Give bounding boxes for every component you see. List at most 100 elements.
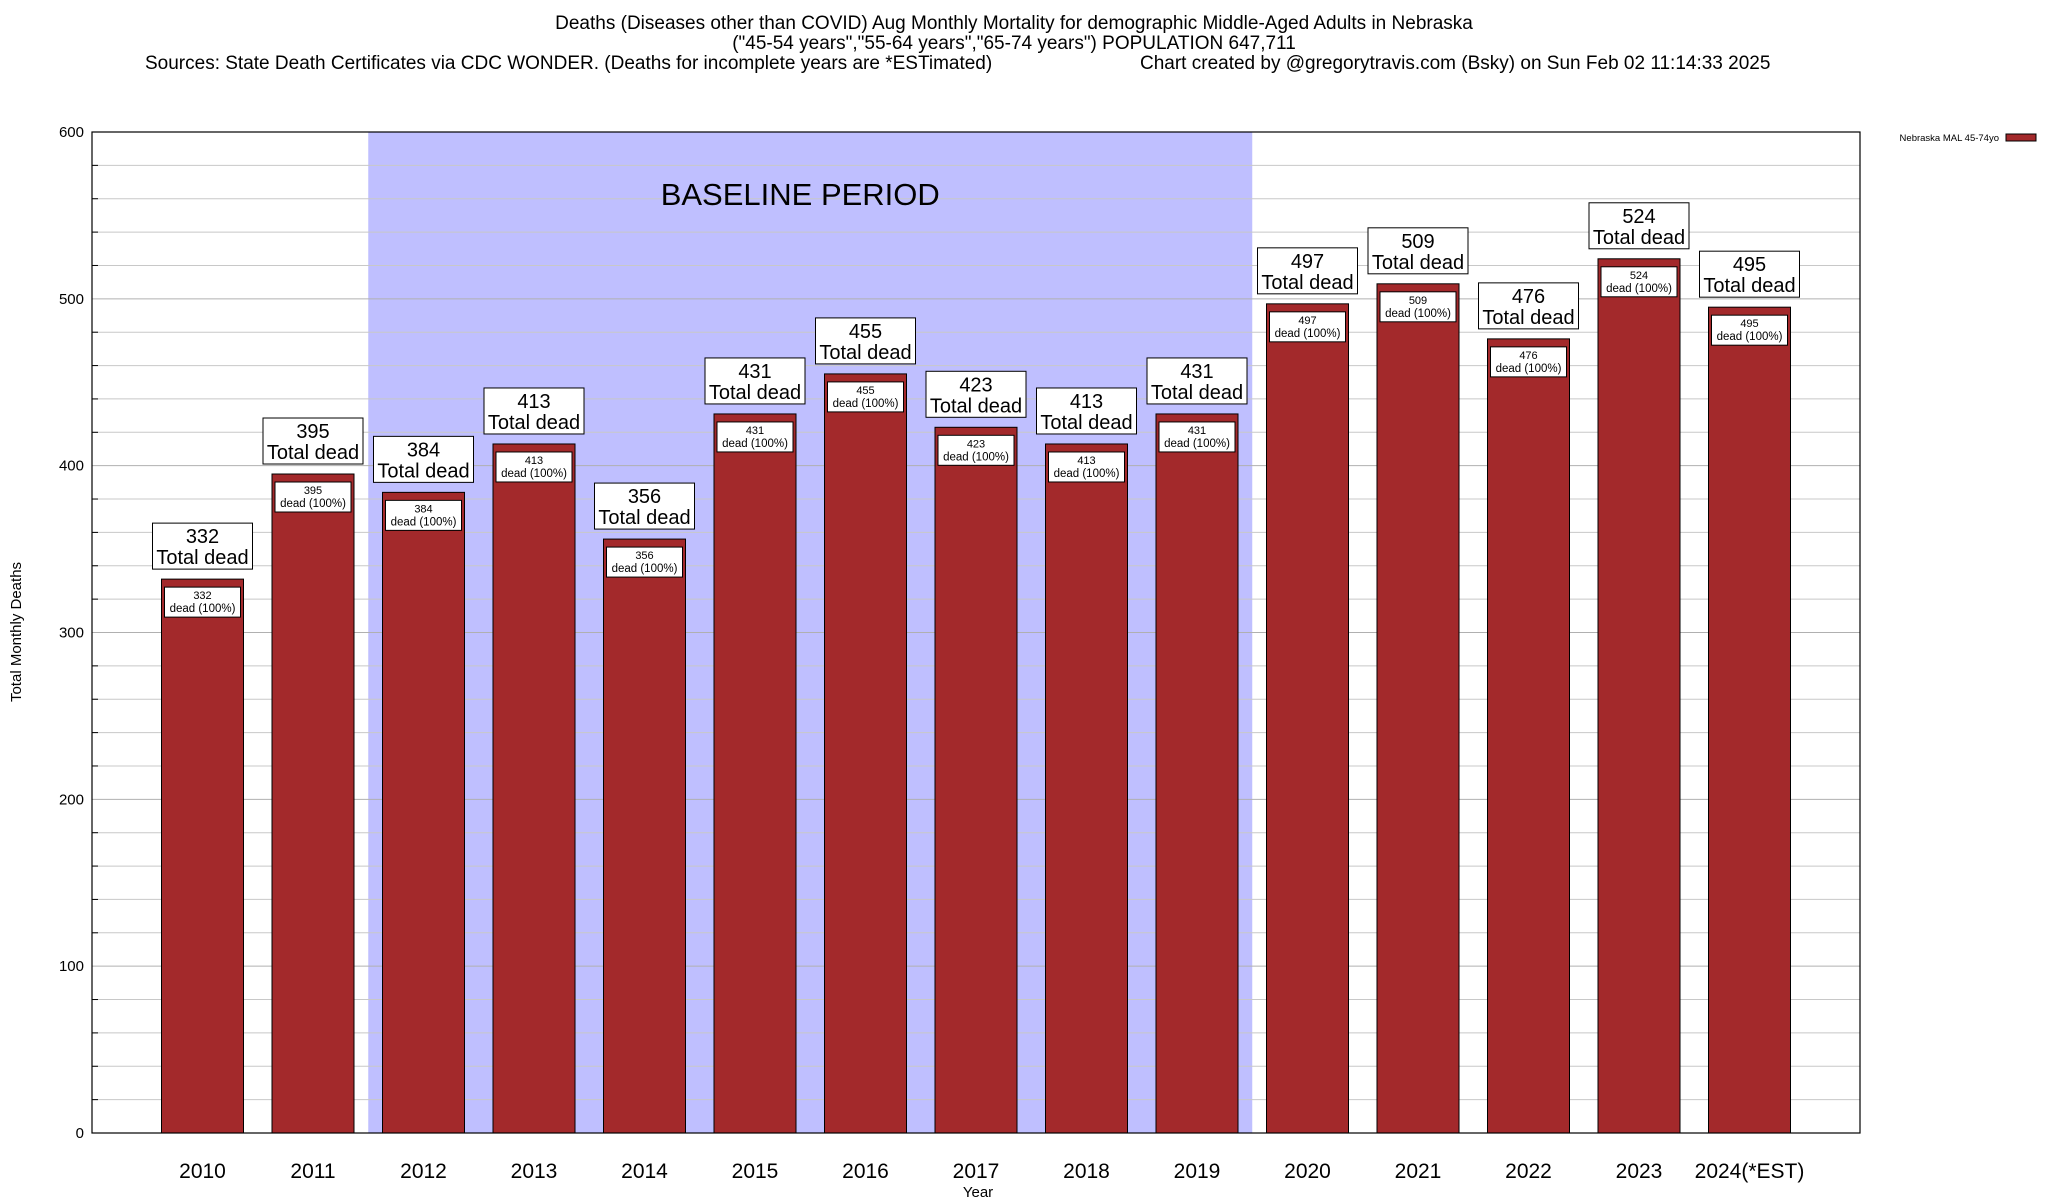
- plot-frame: [91, 131, 1861, 1134]
- bar-total-value-label: 431: [1180, 361, 1213, 383]
- bar-total-text-label: Total dead: [1703, 275, 1795, 297]
- y-tick-label: 500: [59, 291, 84, 308]
- bar: [492, 443, 576, 1134]
- bar-total-value-label: 356: [628, 486, 661, 508]
- x-tick-label: 2015: [732, 1160, 779, 1183]
- bar-total-label-box: [1036, 387, 1137, 435]
- y-tick-label: 400: [59, 458, 84, 475]
- bar-total-label-box: [1588, 202, 1690, 250]
- bar-total-value-label: 431: [738, 361, 771, 383]
- bar-total-text-label: Total dead: [1482, 307, 1574, 329]
- bar-total-text-label: Total dead: [1372, 252, 1464, 274]
- bar-inner-label-box: [164, 586, 241, 618]
- bar-inner-label-box: [1711, 314, 1788, 346]
- chart-sources: Sources: State Death Certificates via CD…: [145, 53, 993, 74]
- x-tick-label: 2020: [1284, 1160, 1331, 1183]
- bar-inner-value-label: 395: [304, 485, 322, 497]
- bar-total-text-label: Total dead: [709, 382, 801, 404]
- bar-inner-value-label: 332: [193, 590, 211, 602]
- x-tick-label: 2014: [621, 1160, 668, 1183]
- bar-total-text-label: Total dead: [156, 547, 248, 569]
- bar-inner-label-box: [1600, 266, 1678, 298]
- bar-total-label-box: [704, 357, 806, 405]
- x-tick-label: 2013: [511, 1160, 558, 1183]
- bar-inner-percent-label: dead (100%): [1496, 363, 1562, 375]
- bar-total-text-label: Total dead: [267, 442, 359, 464]
- chart-credit: Chart created by @gregorytravis.com (Bsk…: [1140, 53, 1771, 74]
- bar-total-label-box: [373, 435, 474, 483]
- bar-total-value-label: 497: [1291, 251, 1324, 273]
- bar-inner-value-label: 431: [1188, 425, 1206, 437]
- bar-total-value-label: 413: [1070, 391, 1103, 413]
- bar-total-label-box: [262, 417, 364, 465]
- bar-total-value-label: 476: [1512, 286, 1545, 308]
- bar-inner-label-box: [1269, 311, 1346, 343]
- bar-inner-percent-label: dead (100%): [1164, 438, 1230, 450]
- x-tick-label: 2011: [290, 1160, 335, 1183]
- bar-inner-percent-label: dead (100%): [1606, 283, 1672, 295]
- bar-total-text-label: Total dead: [1261, 272, 1353, 294]
- bar-total-label-box: [1257, 247, 1358, 295]
- bar-inner-label-box: [1048, 451, 1125, 483]
- x-tick-label: 2024(*EST): [1695, 1160, 1805, 1183]
- bar: [1487, 338, 1570, 1134]
- bar-total-label-box: [1699, 250, 1800, 298]
- bar-inner-value-label: 413: [525, 455, 543, 467]
- bar-inner-value-label: 413: [1077, 455, 1095, 467]
- bar-total-value-label: 384: [407, 439, 440, 461]
- bar: [271, 473, 355, 1134]
- bar-inner-label-box: [606, 546, 683, 578]
- bar-total-label-box: [152, 522, 253, 570]
- x-tick-label: 2016: [842, 1160, 889, 1183]
- bar-inner-percent-label: dead (100%): [612, 563, 678, 575]
- bar-inner-percent-label: dead (100%): [280, 498, 346, 510]
- bar-total-value-label: 395: [296, 421, 329, 443]
- x-tick-label: 2010: [179, 1160, 226, 1183]
- y-tick-label: 0: [76, 1125, 84, 1142]
- y-tick-label: 100: [59, 958, 84, 975]
- bar-inner-percent-label: dead (100%): [1054, 468, 1120, 480]
- bar-inner-value-label: 356: [635, 550, 653, 562]
- bar-inner-value-label: 497: [1298, 315, 1316, 327]
- bar-inner-value-label: 476: [1519, 350, 1537, 362]
- bar-inner-percent-label: dead (100%): [170, 603, 236, 615]
- bar-inner-label-box: [1379, 291, 1457, 323]
- bar-total-text-label: Total dead: [488, 412, 580, 434]
- x-tick-label: 2023: [1616, 1160, 1663, 1183]
- bar-total-value-label: 509: [1401, 231, 1434, 253]
- y-tick-label: 300: [59, 625, 84, 642]
- bar-total-value-label: 495: [1733, 254, 1766, 276]
- bar-total-label-box: [1367, 227, 1469, 275]
- bar-inner-label-box: [1490, 346, 1567, 378]
- bar: [934, 426, 1018, 1134]
- x-tick-label: 2019: [1174, 1160, 1221, 1183]
- bar-inner-value-label: 423: [967, 438, 985, 450]
- bar-total-label-box: [594, 482, 695, 530]
- bar: [1266, 303, 1349, 1134]
- bar-inner-percent-label: dead (100%): [943, 451, 1009, 463]
- bar-total-text-label: Total dead: [1040, 412, 1132, 434]
- bar: [382, 491, 465, 1134]
- bar: [1708, 306, 1791, 1134]
- bar-inner-value-label: 524: [1630, 270, 1648, 282]
- bar-total-text-label: Total dead: [930, 395, 1022, 417]
- bar-total-value-label: 423: [959, 374, 992, 396]
- bar: [824, 373, 907, 1134]
- bar-total-text-label: Total dead: [1593, 227, 1685, 249]
- bar-total-text-label: Total dead: [377, 460, 469, 482]
- bar-total-label-box: [925, 370, 1027, 418]
- bar-total-text-label: Total dead: [1151, 382, 1243, 404]
- bar-inner-label-box: [827, 381, 904, 413]
- bar: [1045, 443, 1128, 1134]
- bar-inner-percent-label: dead (100%): [501, 468, 567, 480]
- bar-total-text-label: Total dead: [819, 342, 911, 364]
- y-axis-label: Total Monthly Deaths: [8, 562, 25, 702]
- bar-inner-value-label: 431: [746, 425, 764, 437]
- x-tick-label: 2017: [953, 1160, 1000, 1183]
- bar-inner-label-box: [1158, 421, 1236, 453]
- bar-inner-label-box: [385, 499, 462, 531]
- y-tick-label: 600: [59, 124, 84, 141]
- bar-total-label-box: [1146, 357, 1248, 405]
- baseline-period-label: BASELINE PERIOD: [661, 177, 940, 212]
- x-axis-label: Year: [963, 1184, 993, 1200]
